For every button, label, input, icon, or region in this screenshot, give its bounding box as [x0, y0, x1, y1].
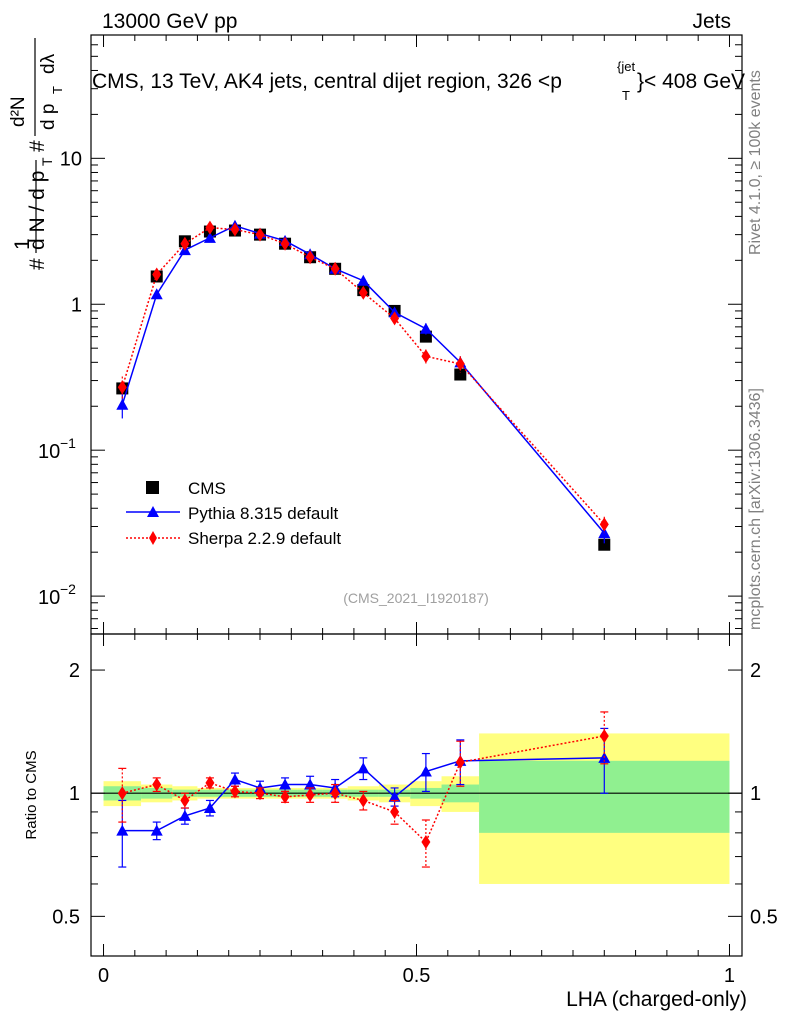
y-tick-label-exponent: −2 — [60, 581, 76, 597]
cms-point — [598, 538, 611, 551]
sherpa-point — [390, 311, 400, 326]
pythia-ratio-point — [228, 773, 241, 785]
sherpa-ratio-point — [390, 804, 400, 819]
x-tick-label: 1 — [724, 965, 735, 987]
svg-text:#: # — [26, 140, 49, 152]
y-tick-label: 2 — [69, 660, 80, 682]
x-tick-label: 0 — [98, 965, 109, 987]
sherpa-ratio-point — [180, 793, 190, 808]
pythia-ratio-point — [178, 809, 191, 821]
legend-marker-pythia — [147, 506, 159, 517]
plot-title: CMS, 13 TeV, AK4 jets, central dijet reg… — [92, 70, 562, 93]
svg-text:dλ: dλ — [38, 53, 59, 74]
sherpa-point — [180, 236, 190, 251]
legend: CMS Pythia 8.315 default Sherpa 2.2.9 de… — [126, 479, 341, 548]
pythia-ratio-point — [116, 824, 129, 836]
legend-marker-sherpa — [149, 531, 157, 545]
analysis-id: (CMS_2021_I1920187) — [343, 590, 489, 606]
y-tick-label-right: 2 — [750, 660, 761, 682]
sherpa-line — [121, 226, 605, 525]
pythia-point — [357, 274, 370, 286]
pythia-point — [203, 231, 216, 243]
sherpa-point — [280, 236, 290, 251]
header-jets: Jets — [692, 10, 731, 33]
sherpa-ratio-point — [255, 786, 265, 801]
pythia-ratio-point — [203, 802, 216, 814]
sherpa-ratio-point — [421, 834, 431, 849]
sherpa-point — [152, 267, 162, 282]
sherpa-ratio-point — [230, 784, 240, 799]
pythia-line — [121, 224, 605, 534]
pythia-ratio-point — [304, 778, 317, 790]
mcplots-label: mcplots.cern.ch [arXiv:1306.3436] — [747, 388, 764, 630]
sherpa-ratio-point — [152, 777, 162, 792]
y-tick-label-exponent: −1 — [60, 435, 76, 451]
header-energy: 13000 GeV pp — [102, 10, 237, 33]
sherpa-point — [255, 227, 265, 242]
svg-text:d N / d p: d N / d p — [26, 171, 49, 250]
plot-title-tail: }< 408 GeV — [637, 70, 745, 93]
pythia-ratio-point — [357, 762, 370, 774]
plot-title-subscript: T — [622, 88, 630, 103]
svg-text:1: 1 — [11, 238, 34, 250]
svg-text:#: # — [26, 258, 49, 270]
y-tick-label: 0.5 — [52, 906, 80, 928]
lower-y-label: Ratio to CMS — [23, 750, 40, 839]
sherpa-ratio-point — [455, 755, 465, 770]
rivet-version-label: Rivet 4.1.0, ≥ 100k events — [747, 70, 764, 255]
sherpa-point — [205, 220, 215, 235]
pythia-point — [116, 398, 129, 410]
pythia-ratio-point — [150, 824, 163, 836]
svg-text:d p: d p — [38, 104, 59, 130]
legend-label-sherpa: Sherpa 2.2.9 default — [188, 529, 341, 548]
sherpa-point — [230, 222, 240, 237]
y-tick-label-right: 0.5 — [750, 906, 778, 928]
plot-title-superscript: {jet — [617, 59, 635, 74]
legend-label-pythia: Pythia 8.315 default — [188, 504, 339, 523]
sherpa-ratio-point — [305, 787, 315, 802]
sherpa-point — [330, 261, 340, 276]
pythia-point — [598, 527, 611, 539]
y-tick-label-right: 1 — [750, 783, 761, 805]
svg-text:d²N: d²N — [8, 96, 29, 127]
pythia-ratio-point — [388, 790, 401, 802]
y-tick-label: 1 — [71, 294, 82, 316]
sherpa-point — [305, 250, 315, 265]
sherpa-point — [358, 285, 368, 300]
x-axis-label: LHA (charged-only) — [566, 988, 747, 1011]
pythia-ratio-point — [419, 765, 432, 777]
sherpa-ratio-point — [205, 775, 215, 790]
sherpa-ratio-point — [117, 786, 127, 801]
legend-label-cms: CMS — [188, 479, 226, 498]
sherpa-ratio-point — [280, 789, 290, 804]
pythia-point — [419, 322, 432, 334]
lower-panel: 0 0.5 1 2 2 1 1 0.5 0.5 — [52, 633, 778, 987]
legend-marker-cms — [146, 481, 159, 494]
sherpa-point — [599, 517, 609, 532]
sherpa-point — [117, 380, 127, 395]
y-tick-label: 10 — [38, 587, 60, 609]
x-tick-label: 0.5 — [403, 965, 431, 987]
sherpa-point — [455, 356, 465, 371]
upper-y-label: # 1 d N / d p T # d²N d p T dλ — [8, 38, 65, 270]
svg-text:T: T — [39, 157, 55, 166]
sherpa-ratio-point — [599, 728, 609, 743]
y-tick-label: 10 — [60, 148, 82, 170]
pythia-point — [150, 288, 163, 300]
sherpa-ratio-line — [122, 735, 605, 844]
svg-text:T: T — [50, 86, 65, 94]
sherpa-ratio-point — [358, 793, 368, 808]
sherpa-ratio-point — [330, 786, 340, 801]
y-tick-label: 1 — [69, 783, 80, 805]
cms-point — [454, 368, 467, 381]
y-tick-label: 10 — [38, 441, 60, 463]
sherpa-point — [421, 349, 431, 364]
pythia-ratio-point — [279, 778, 292, 790]
